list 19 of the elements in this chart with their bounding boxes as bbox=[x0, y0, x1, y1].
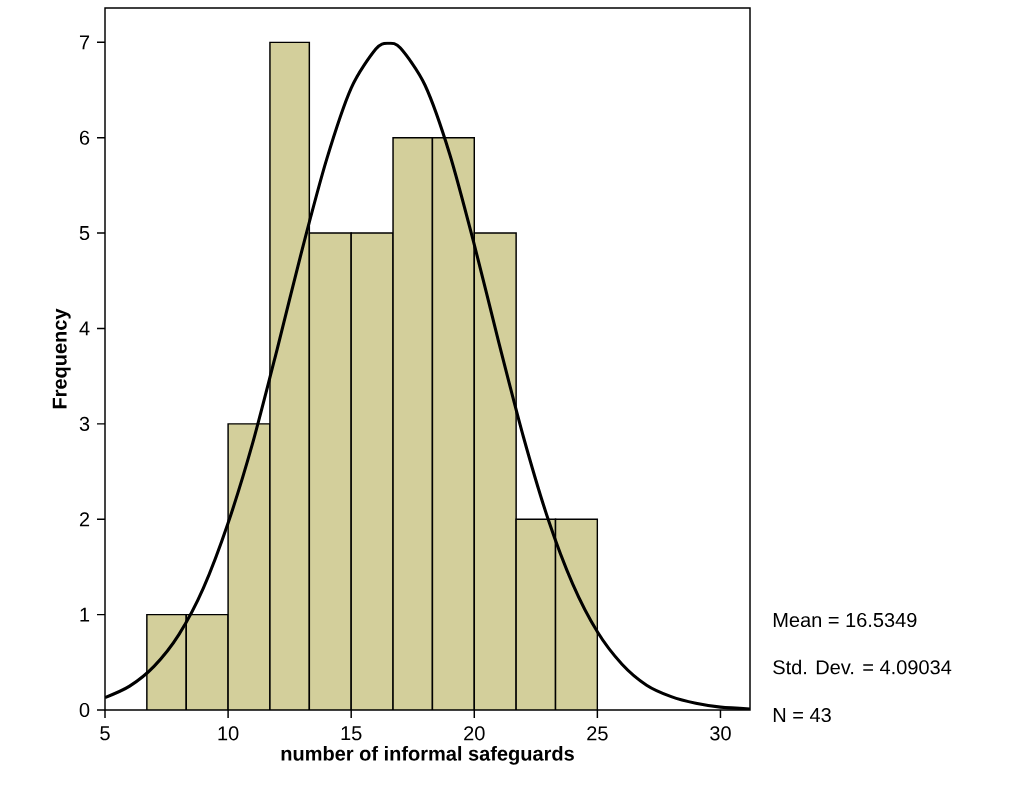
y-axis-title: Frequency bbox=[52, 308, 71, 409]
x-tick-label: 15 bbox=[341, 726, 362, 741]
x-tick-label: 20 bbox=[464, 726, 485, 741]
text: N = 43 bbox=[773, 707, 831, 723]
y-tick-label: 3 bbox=[79, 416, 90, 431]
y-tick-label: 6 bbox=[79, 130, 90, 145]
text: Mean = 16.5349 bbox=[773, 612, 917, 628]
x-tick-label: 30 bbox=[710, 726, 731, 741]
y-tick-label: 1 bbox=[80, 607, 90, 622]
x-axis-title: number of informal safeguards bbox=[281, 746, 574, 765]
x-tick-label: 5 bbox=[100, 726, 110, 741]
y-tick-label: 0 bbox=[79, 702, 90, 718]
y-tick-label: 2 bbox=[79, 512, 90, 527]
text: Std. Dev. = 4.09034 bbox=[773, 659, 952, 675]
y-tick-label: 4 bbox=[79, 321, 90, 336]
x-tick-label: 10 bbox=[218, 726, 239, 741]
x-tick-label: 25 bbox=[587, 726, 608, 741]
y-tick-label: 7 bbox=[79, 35, 90, 50]
y-tick-label: 5 bbox=[79, 226, 90, 241]
